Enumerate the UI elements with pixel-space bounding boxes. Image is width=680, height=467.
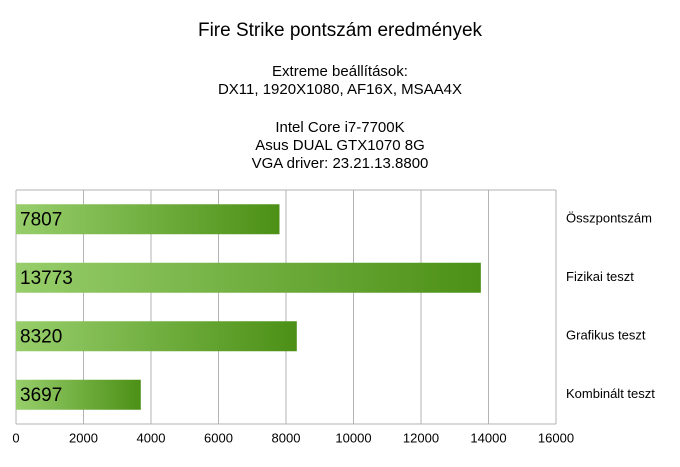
category-label: Fizikai teszt [566, 269, 634, 284]
x-tick-label: 0 [12, 430, 19, 445]
category-label: Kombinált teszt [566, 386, 655, 401]
bar [16, 379, 141, 410]
subtitle-line: Extreme beállítások: [272, 63, 408, 80]
category-label: Grafikus teszt [566, 328, 646, 343]
x-tick-label: 4000 [137, 430, 166, 445]
bar [16, 262, 481, 293]
category-label: Összpontszám [566, 211, 652, 226]
x-tick-label: 2000 [69, 430, 98, 445]
subtitle-line: Intel Core i7-7700K [275, 119, 404, 136]
x-tick-label: 10000 [335, 430, 371, 445]
bar [16, 321, 297, 352]
data-label: 7807 [20, 209, 62, 230]
subtitle-line: Asus DUAL GTX1070 8G [255, 137, 425, 154]
x-tick-label: 8000 [272, 430, 301, 445]
x-tick-label: 14000 [470, 430, 506, 445]
data-label: 8320 [20, 326, 62, 347]
x-tick-label: 12000 [403, 430, 439, 445]
x-tick-label: 6000 [204, 430, 233, 445]
x-tick-label: 16000 [538, 430, 574, 445]
bar [16, 204, 280, 235]
subtitle-line: DX11, 1920X1080, AF16X, MSAA4X [218, 81, 462, 98]
subtitle-line: VGA driver: 23.21.13.8800 [252, 155, 429, 172]
chart-title: Fire Strike pontszám eredmények [198, 20, 483, 41]
data-label: 3697 [20, 385, 62, 406]
data-label: 13773 [20, 268, 73, 289]
